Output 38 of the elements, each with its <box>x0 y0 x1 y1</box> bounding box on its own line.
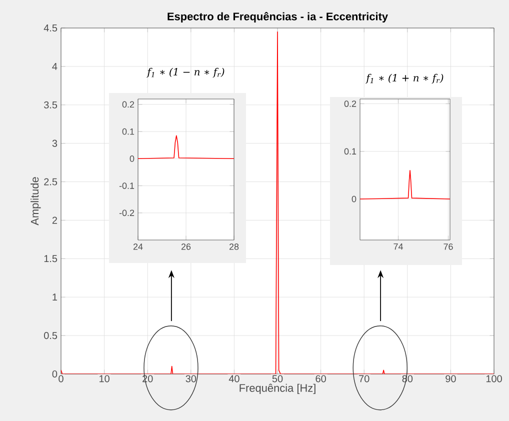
chart-title: Espectro de Frequências - ia - Eccentricity <box>168 12 388 22</box>
y-tick-label: 1 <box>52 294 58 301</box>
y-tick-label: 1.5 <box>44 255 58 262</box>
y-tick-label: 0.1 <box>122 128 134 135</box>
x-tick-label: 76 <box>444 244 453 250</box>
x-tick-label: 24 <box>133 244 143 250</box>
y-tick-label: 0 <box>130 155 134 162</box>
x-tick-label: 90 <box>446 375 456 382</box>
x-tick-label: 60 <box>316 375 326 382</box>
x-tick-label: 0 <box>58 375 64 382</box>
x-tick-label: 100 <box>486 375 502 382</box>
y-tick-label: 3.5 <box>44 101 58 108</box>
y-tick-label: 4 <box>52 63 58 70</box>
line-series <box>360 170 450 200</box>
line-series <box>138 135 234 160</box>
y-axis-title: Amplitude <box>30 177 41 226</box>
y-tick-label: 0.5 <box>44 332 58 340</box>
y-tick-label: 4.5 <box>44 24 58 32</box>
y-tick-label: 3 <box>52 140 58 147</box>
x-axis-title: Frequência [Hz] <box>240 384 316 394</box>
x-tick-label: 28 <box>229 244 239 250</box>
x-tick-label: 10 <box>100 375 110 382</box>
x-tick-label: 70 <box>359 375 370 382</box>
y-tick-label: -0.2 <box>119 210 134 216</box>
y-tick-label: 0 <box>352 196 356 202</box>
y-tick-label: 2 <box>52 216 57 224</box>
y-tick-label: 2.5 <box>44 178 58 186</box>
y-tick-label: -0.1 <box>119 182 134 189</box>
x-tick-label: 30 <box>186 375 196 382</box>
chart-title: f$_{1}$ ∗ (1 + n ∗ f$_{r}$) <box>366 74 444 84</box>
y-tick-label: 0.2 <box>122 101 134 108</box>
x-tick-label: 50 <box>272 375 283 382</box>
y-tick-label: 0.2 <box>344 100 356 107</box>
y-tick-label: 0.1 <box>344 148 356 155</box>
x-tick-label: 26 <box>181 244 191 250</box>
x-tick-label: 74 <box>394 244 403 250</box>
x-tick-label: 40 <box>228 375 240 382</box>
chart-title: f$_{1}$ ∗ (1 − n ∗ f$_{r}$) <box>146 68 224 78</box>
